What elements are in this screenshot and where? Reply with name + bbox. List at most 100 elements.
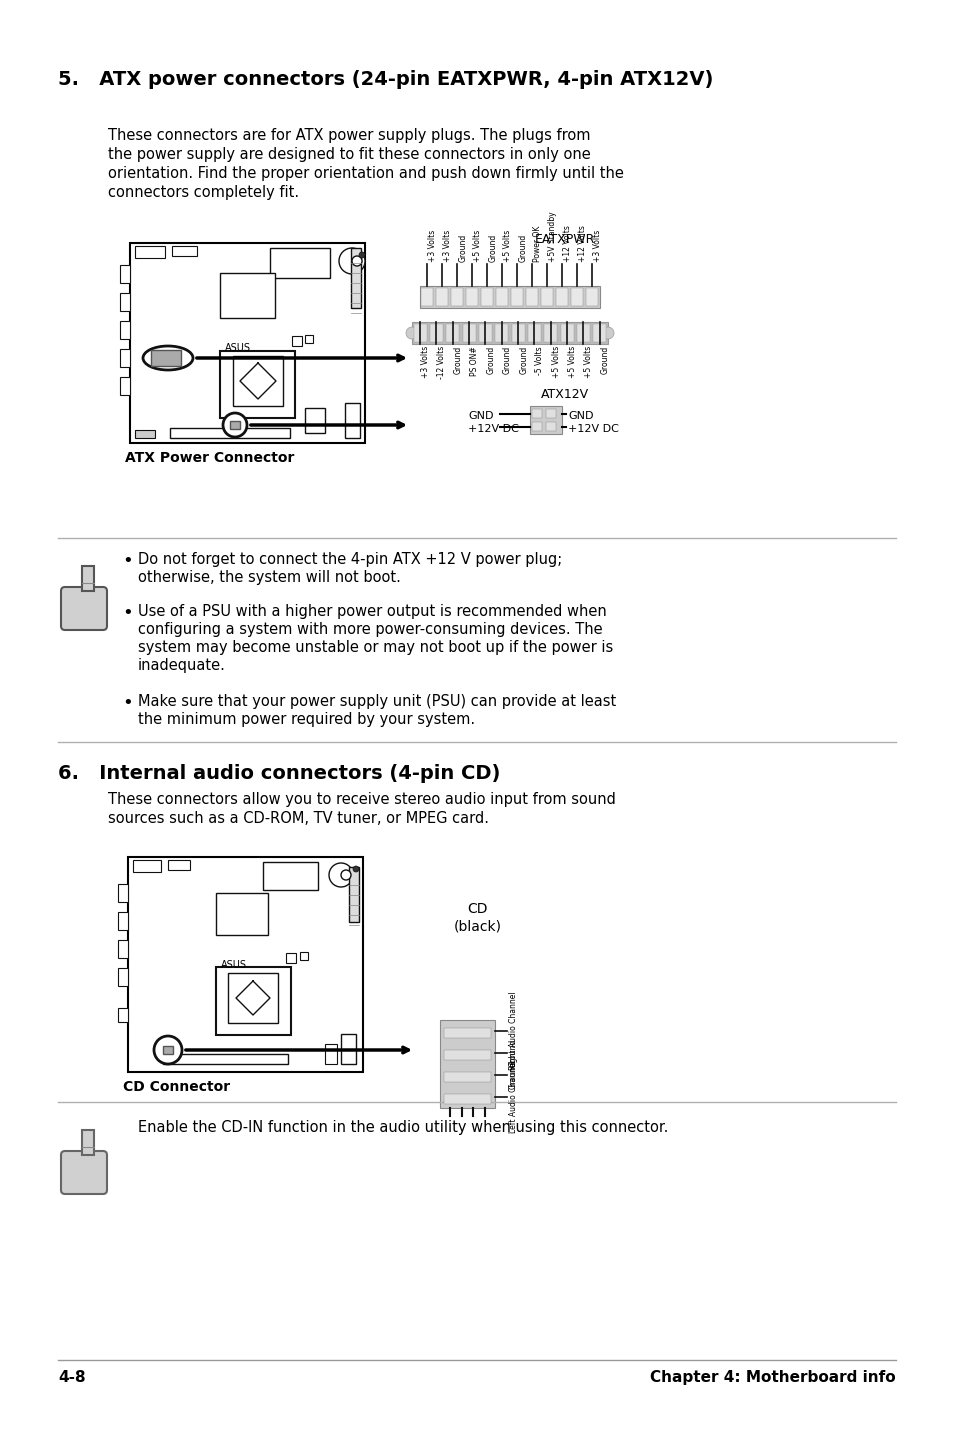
Bar <box>132 860 161 871</box>
Text: Power OK: Power OK <box>533 226 542 262</box>
Bar <box>305 335 313 344</box>
Text: Ground: Ground <box>518 347 528 374</box>
Text: +5 Volts: +5 Volts <box>568 347 577 378</box>
Text: Ground: Ground <box>454 347 462 374</box>
Text: -12 Volts: -12 Volts <box>437 347 446 380</box>
Bar <box>151 349 181 367</box>
Bar <box>446 324 459 342</box>
Bar <box>349 867 358 922</box>
Bar <box>168 860 190 870</box>
Bar <box>545 421 556 431</box>
Bar <box>439 1020 495 1109</box>
Bar <box>230 421 240 429</box>
Bar <box>532 421 541 431</box>
Bar <box>412 322 607 344</box>
Bar <box>120 293 130 311</box>
Text: Ground: Ground <box>486 347 495 374</box>
Bar <box>292 336 302 347</box>
Text: the minimum power required by your system.: the minimum power required by your syste… <box>138 712 475 728</box>
Text: orientation. Find the proper orientation and push down firmly until the: orientation. Find the proper orientation… <box>108 165 623 181</box>
Text: +12 Volts: +12 Volts <box>578 226 587 262</box>
Bar <box>478 324 492 342</box>
Text: +5 Volts: +5 Volts <box>503 230 512 262</box>
Bar <box>135 246 165 257</box>
Circle shape <box>153 1035 182 1064</box>
Bar <box>325 1044 336 1064</box>
Bar <box>120 321 130 339</box>
Bar <box>305 408 325 433</box>
Bar <box>220 273 274 318</box>
Bar <box>481 288 493 306</box>
Bar <box>215 893 268 935</box>
FancyBboxPatch shape <box>61 1150 107 1194</box>
Text: Ground: Ground <box>488 234 497 262</box>
Bar <box>351 247 360 308</box>
Text: Right Audio Channel: Right Audio Channel <box>509 992 517 1070</box>
Text: +5V Standby: +5V Standby <box>548 211 557 262</box>
Bar <box>118 884 128 902</box>
Text: sources such as a CD-ROM, TV tuner, or MPEG card.: sources such as a CD-ROM, TV tuner, or M… <box>108 811 489 825</box>
Text: inadequate.: inadequate. <box>138 659 226 673</box>
Text: These connectors are for ATX power supply plugs. The plugs from: These connectors are for ATX power suppl… <box>108 128 590 142</box>
Bar <box>118 912 128 930</box>
Text: +3 Volts: +3 Volts <box>428 230 437 262</box>
Bar <box>286 953 295 963</box>
Bar <box>163 1045 172 1054</box>
Text: Use of a PSU with a higher power output is recommended when: Use of a PSU with a higher power output … <box>138 604 606 618</box>
Text: GND: GND <box>567 411 593 421</box>
Text: 6.   Internal audio connectors (4-pin CD): 6. Internal audio connectors (4-pin CD) <box>58 764 500 784</box>
Text: -5 Volts: -5 Volts <box>535 347 544 375</box>
Bar <box>545 408 556 418</box>
Text: +5 Volts: +5 Volts <box>551 347 560 378</box>
Bar <box>345 403 359 439</box>
Text: +3 Volts: +3 Volts <box>420 347 430 378</box>
Text: +5 Volts: +5 Volts <box>584 347 593 378</box>
FancyBboxPatch shape <box>61 587 107 630</box>
Text: These connectors allow you to receive stereo audio input from sound: These connectors allow you to receive st… <box>108 792 616 807</box>
Text: system may become unstable or may not boot up if the power is: system may become unstable or may not bo… <box>138 640 613 654</box>
Bar <box>135 430 154 439</box>
Bar <box>215 966 291 1035</box>
Circle shape <box>338 247 365 275</box>
Bar <box>118 968 128 986</box>
Bar <box>526 288 537 306</box>
Bar <box>299 952 308 961</box>
Text: +3 Volts: +3 Volts <box>443 230 452 262</box>
Polygon shape <box>82 567 94 591</box>
Text: connectors completely fit.: connectors completely fit. <box>108 186 299 200</box>
Bar <box>495 324 508 342</box>
Bar <box>228 974 277 1022</box>
Bar <box>462 324 476 342</box>
Bar <box>120 349 130 367</box>
Text: Ground: Ground <box>458 234 467 262</box>
Circle shape <box>329 863 353 887</box>
Text: +5 Volts: +5 Volts <box>473 230 482 262</box>
Circle shape <box>353 866 358 871</box>
Bar <box>443 1050 491 1060</box>
Bar <box>163 1054 288 1064</box>
Bar <box>128 857 363 1071</box>
Bar <box>118 1008 128 1022</box>
Polygon shape <box>82 1130 94 1155</box>
Bar <box>571 288 583 306</box>
Text: ASUS: ASUS <box>221 961 247 971</box>
Text: •: • <box>122 604 132 623</box>
Circle shape <box>601 326 614 339</box>
Text: EATXPWR: EATXPWR <box>535 233 595 246</box>
Ellipse shape <box>143 347 193 370</box>
Bar <box>443 1094 491 1104</box>
Bar <box>443 1028 491 1038</box>
Text: Ground: Ground <box>600 347 609 374</box>
Text: Make sure that your power supply unit (PSU) can provide at least: Make sure that your power supply unit (P… <box>138 695 616 709</box>
Text: +12V DC: +12V DC <box>567 424 618 434</box>
Circle shape <box>406 326 417 339</box>
Text: Chapter 4: Motherboard info: Chapter 4: Motherboard info <box>650 1370 895 1385</box>
Bar <box>544 324 557 342</box>
Bar <box>496 288 508 306</box>
Bar <box>577 324 589 342</box>
Bar <box>120 265 130 283</box>
Bar <box>436 288 448 306</box>
Bar <box>263 861 317 890</box>
Text: Ground: Ground <box>509 1038 517 1067</box>
Bar <box>527 324 540 342</box>
